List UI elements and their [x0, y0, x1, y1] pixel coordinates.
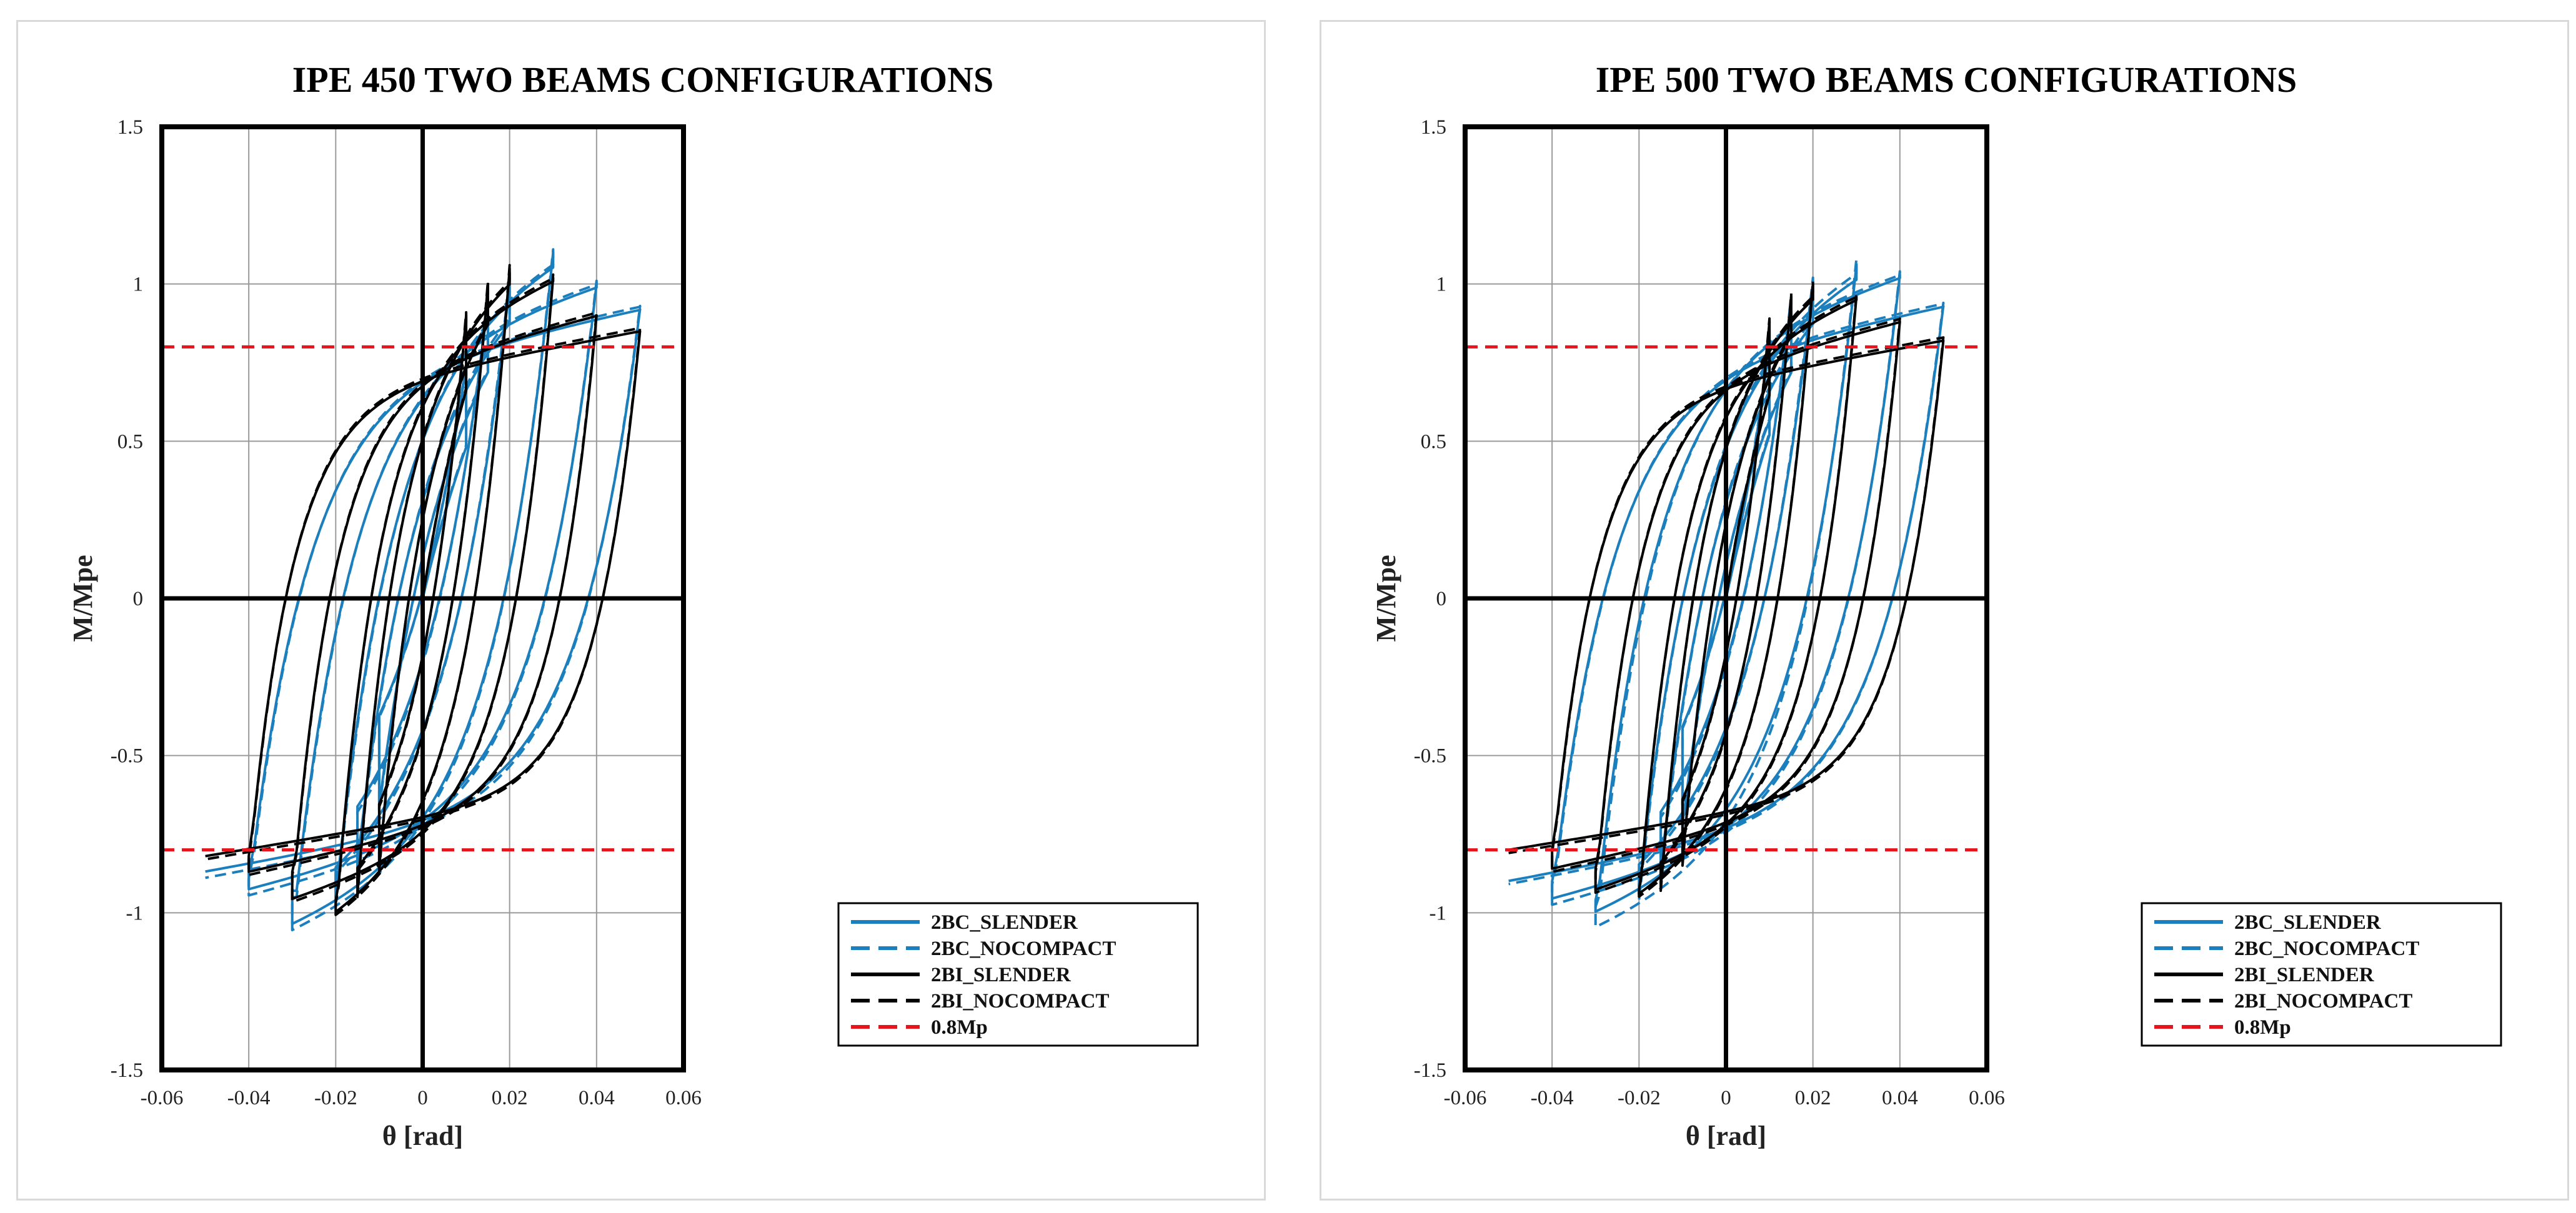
y-tick-label: -1.5 [111, 1059, 143, 1082]
chart-panel-ipe450: IPE 450 TWO BEAMS CONFIGURATIONS -0.06 -0.… [16, 20, 1266, 1201]
chart-panel-ipe500: IPE 500 TWO BEAMS CONFIGURATIONS -0.06 -0.… [1320, 20, 2569, 1201]
x-tick-label: 0 [417, 1087, 428, 1109]
y-tick-label: 1.5 [117, 116, 143, 139]
y-tick-label: -0.5 [111, 745, 143, 768]
y-tick-label: 0 [133, 588, 144, 610]
x-axis-label: θ [rad] [1686, 1121, 1766, 1151]
legend-label: 2BI_NOCOMPACT [931, 990, 1109, 1012]
x-tick-label: -0.06 [141, 1087, 184, 1109]
y-tick-label: 1.5 [1421, 116, 1446, 139]
legend-label: 2BC_NOCOMPACT [2234, 938, 2419, 960]
y-tick-label: -1 [126, 902, 144, 924]
plot-frame [1463, 124, 1989, 1072]
legend: 2BC_SLENDER 2BC_NOCOMPACT 2BI_SLENDER 2BI_N… [2141, 902, 2502, 1047]
curves-group [205, 248, 642, 931]
hysteresis-chart-ipe450: IPE 450 TWO BEAMS CONFIGURATIONS -0.06 -0.… [67, 59, 1199, 1151]
x-tick-label: 0.06 [665, 1087, 702, 1109]
y-tick-label: 0 [1436, 588, 1447, 610]
curves-group [1508, 257, 1945, 929]
series-2bc-nocompact [205, 248, 642, 931]
x-tick-label: 0.06 [1969, 1087, 2005, 1109]
legend-label: 0.8Mp [2234, 1016, 2291, 1039]
x-tick-label: -0.02 [1618, 1087, 1661, 1109]
legend: 2BC_SLENDER 2BC_NOCOMPACT 2BI_SLENDER 2BI_N… [837, 902, 1199, 1047]
chart-title: IPE 450 TWO BEAMS CONFIGURATIONS [292, 59, 994, 100]
x-tick-label: -0.04 [1531, 1087, 1574, 1109]
hysteresis-chart-ipe500: IPE 500 TWO BEAMS CONFIGURATIONS -0.06 -0.… [1371, 59, 2502, 1151]
y-tick-label: -1.5 [1414, 1059, 1446, 1082]
legend-label: 2BI_SLENDER [931, 964, 1072, 986]
x-tick-label: 0.04 [579, 1087, 615, 1109]
x-tick-label: -0.04 [227, 1087, 271, 1109]
y-tick-label: 1 [133, 274, 144, 296]
legend-label: 0.8Mp [931, 1016, 988, 1039]
y-tick-label: 1 [1436, 274, 1447, 296]
legend-label: 2BI_NOCOMPACT [2234, 990, 2412, 1012]
legend-label: 2BC_SLENDER [2234, 911, 2382, 934]
y-axis-label: M/Mpe [67, 555, 98, 641]
y-tick-label: 0.5 [1421, 430, 1446, 453]
x-tick-label: 0 [1721, 1087, 1731, 1109]
y-axis-label: M/Mpe [1371, 555, 1401, 641]
x-tick-label: -0.06 [1444, 1087, 1487, 1109]
series-2bi-slender [1508, 282, 1945, 895]
chart-title: IPE 500 TWO BEAMS CONFIGURATIONS [1596, 59, 2297, 100]
legend-label: 2BC_SLENDER [931, 911, 1078, 934]
x-tick-label: 0.04 [1882, 1087, 1918, 1109]
plot-frame [159, 124, 686, 1072]
y-tick-label: 0.5 [117, 430, 143, 453]
x-tick-label: 0.02 [1795, 1087, 1831, 1109]
x-tick-label: 0.02 [492, 1087, 528, 1109]
y-tick-label: -0.5 [1414, 745, 1446, 768]
series-2bi-slender [205, 267, 642, 913]
legend-label: 2BI_SLENDER [2234, 964, 2375, 986]
x-axis-label: θ [rad] [382, 1121, 463, 1151]
legend-label: 2BC_NOCOMPACT [931, 938, 1116, 960]
y-tick-label: -1 [1430, 902, 1447, 924]
x-tick-label: -0.02 [314, 1087, 357, 1109]
